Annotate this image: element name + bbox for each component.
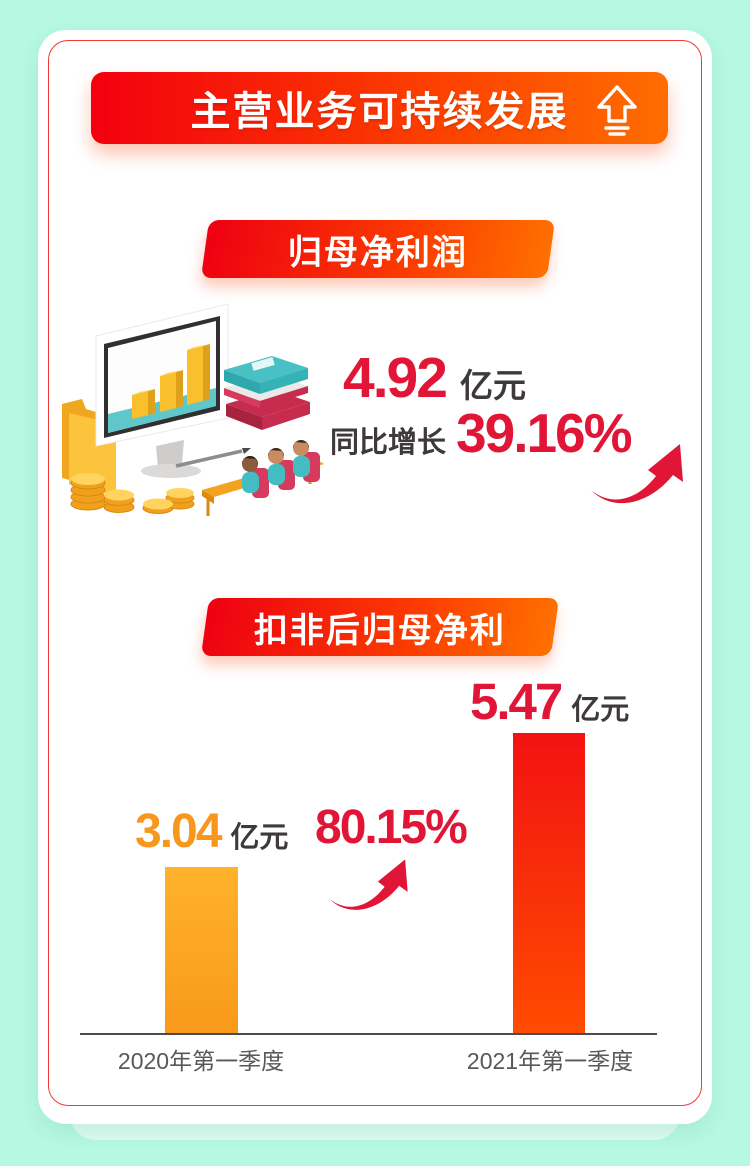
header-banner: 主营业务可持续发展: [91, 72, 668, 144]
chart-growth-percentage: 80.15%: [315, 801, 468, 854]
page-title: 主营业务可持续发展: [190, 90, 569, 134]
value-2021: 5.47: [470, 673, 563, 730]
up-arrow-icon: [594, 84, 640, 141]
chart-bar-2021: [513, 733, 585, 1034]
growth-prefix-label: 同比增长: [330, 427, 447, 459]
net-profit-growth-row: 同比增长 39.16%: [330, 402, 633, 464]
chart-x-axis: [80, 1033, 657, 1035]
main-card: [38, 30, 712, 1124]
growth-percentage: 39.16%: [456, 402, 633, 464]
books-icon: [224, 356, 310, 430]
value-2020: 3.04: [135, 805, 222, 858]
chart-bar-2020: [165, 867, 238, 1034]
divider-line: [60, 548, 690, 566]
students-at-desk-icon: [202, 440, 324, 516]
section-banner-label: 归母净利润: [288, 233, 468, 272]
growth-arrow-icon: [588, 440, 692, 513]
net-profit-value-row: 4.92 亿元: [343, 350, 526, 407]
bar-value-2021: 5.47 亿元: [470, 676, 629, 728]
coins-icon: [70, 473, 195, 514]
section-banner-label: 扣非后归母净利: [254, 611, 506, 650]
finance-illustration: [56, 292, 324, 522]
section-banner-deducted-profit: 扣非后归母净利: [200, 598, 560, 656]
net-profit-value: 4.92: [343, 346, 448, 410]
x-tick-label-2021: 2021年第一季度: [466, 1048, 634, 1074]
x-tick-label-2020: 2020年第一季度: [117, 1048, 285, 1074]
net-profit-unit: 亿元: [459, 367, 526, 404]
bar-value-2020: 3.04 亿元: [135, 808, 288, 856]
growth-arrow-icon: [323, 856, 419, 919]
pencil-icon: [175, 448, 251, 468]
unit-2021: 亿元: [571, 694, 630, 726]
section-banner-net-profit: 归母净利润: [200, 220, 556, 278]
monitor-icon: [95, 303, 229, 478]
unit-2020: 亿元: [230, 822, 289, 854]
